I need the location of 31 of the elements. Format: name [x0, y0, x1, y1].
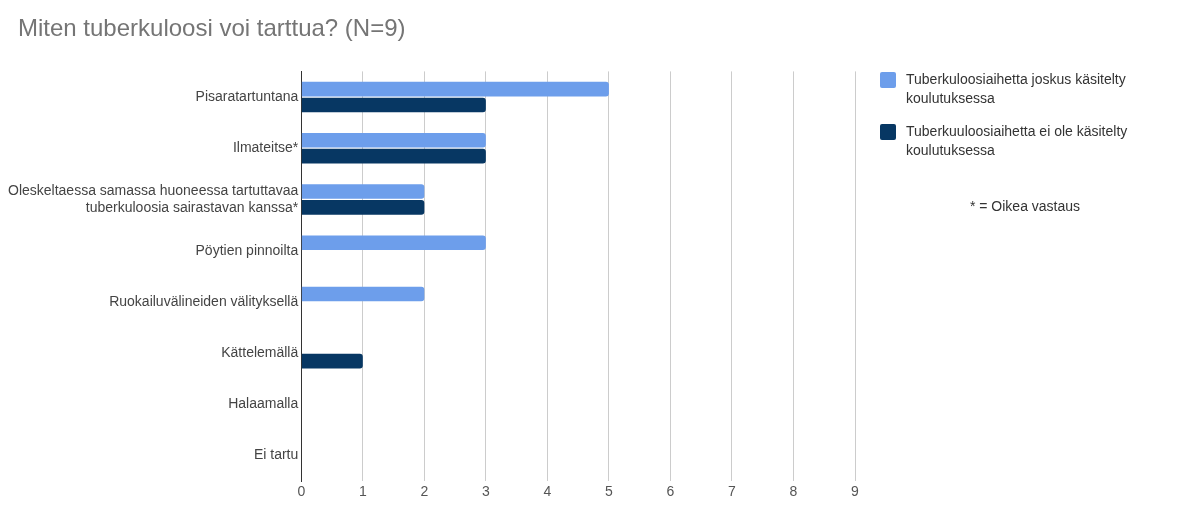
- x-tick-label: 3: [481, 483, 490, 500]
- bar: [301, 200, 425, 215]
- bar: [301, 97, 486, 113]
- y-tick-label: Ei tartu: [253, 446, 299, 463]
- text: * = Oikea vastaus: [968, 198, 1082, 214]
- x-tick-label: 5: [605, 483, 613, 500]
- y-tick-label: Pöytien pinnoilta: [195, 241, 299, 258]
- legend-label: Tuberkuloosiaihetta joskus käsitelty koulutuksessa: [906, 70, 1127, 108]
- x-tick-label: 8: [789, 483, 798, 500]
- bar: [301, 132, 486, 148]
- x-tick-label: 7: [728, 483, 737, 500]
- y-tick-label: Oleskeltaessa samassa huoneessa tartuttavaa tuberkuloosia sairastavan kanssa*: [7, 181, 299, 215]
- legend-label: Tuberkuuloosiaihetta ei ole käsitelty koulutuksessa: [906, 122, 1129, 160]
- bar: [301, 184, 425, 199]
- bar: [301, 235, 486, 251]
- y-tick-label: Kättelemällä: [221, 344, 299, 360]
- y-tick-label: Halaamalla: [228, 395, 299, 412]
- y-tick-label: Pisaratartuntana: [195, 87, 299, 104]
- x-tick-label: 4: [543, 483, 552, 500]
- bar: [301, 286, 425, 302]
- y-tick-label: Ruokailuvälineiden välityksellä: [109, 292, 299, 309]
- bar: [301, 353, 363, 369]
- x-tick-label: 1: [358, 483, 367, 500]
- x-tick-label: 6: [666, 483, 675, 500]
- y-tick-label: Ilmateitse*: [232, 139, 299, 156]
- x-tick-label: 0: [297, 483, 306, 500]
- x-tick-label: 2: [420, 483, 429, 500]
- bar: [301, 148, 486, 164]
- chart-title: Miten tuberkuloosi voi tarttua? (N=9): [18, 14, 406, 42]
- bar: [301, 81, 609, 97]
- x-tick-label: 9: [851, 483, 860, 500]
